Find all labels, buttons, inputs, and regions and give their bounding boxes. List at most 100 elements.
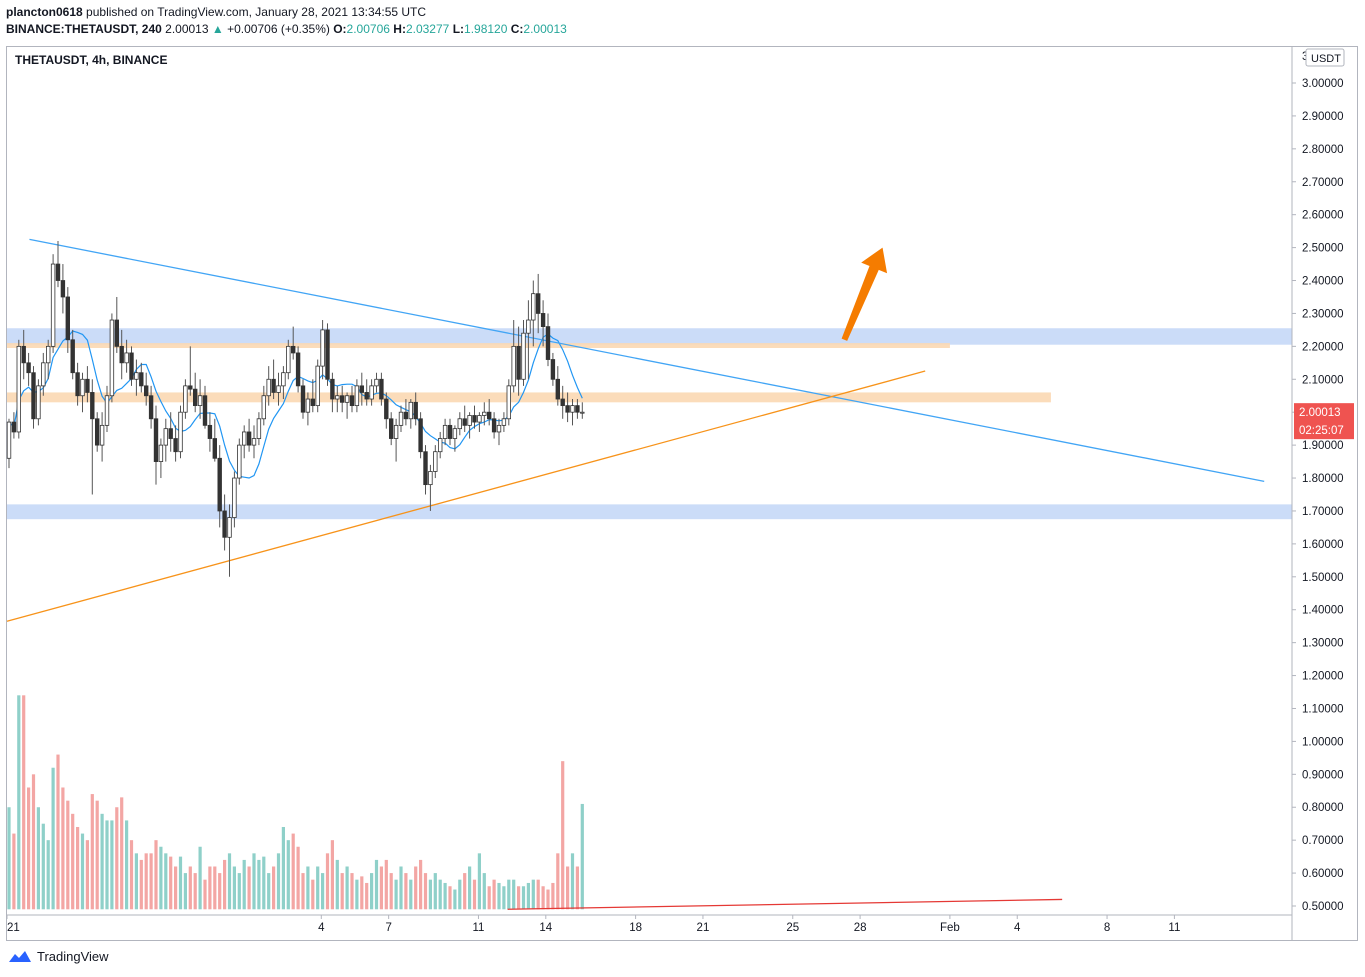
candle-body: [178, 411, 183, 453]
volume-bar: [399, 866, 403, 910]
candle-body: [442, 424, 448, 439]
candle-body: [158, 444, 164, 462]
volume-bar: [237, 873, 241, 910]
last-price: 2.00013: [165, 22, 209, 36]
candle-body: [452, 428, 458, 439]
last-price-label: 2.00013: [1299, 407, 1341, 419]
zone-resistance-blue: [7, 328, 1292, 345]
price-tick-label: 2.20000: [1302, 341, 1344, 353]
candle-body: [26, 362, 31, 374]
chart-frame: [6, 46, 1358, 941]
countdown-label: 02:25:07: [1299, 425, 1344, 437]
volume-bar: [360, 876, 364, 910]
candle-body: [261, 395, 266, 420]
volume-bar: [423, 873, 428, 910]
volume-bar: [105, 820, 109, 910]
volume-bar: [570, 853, 575, 910]
candle-body: [339, 395, 345, 403]
volume-bar: [482, 873, 486, 910]
candle-body: [119, 345, 124, 364]
candle-body: [467, 415, 472, 426]
zone-support-blue: [7, 504, 1292, 520]
candle-body: [16, 345, 21, 433]
candle-body: [75, 372, 80, 397]
candle-body: [496, 424, 502, 433]
candle-body: [491, 418, 497, 433]
volume-bar: [252, 853, 256, 910]
candle-body: [65, 296, 70, 341]
volume-bar: [414, 866, 418, 910]
candle-body: [477, 415, 482, 423]
candle-body: [21, 345, 26, 364]
candle-body: [369, 385, 374, 400]
price-tick-label: 2.70000: [1302, 177, 1344, 189]
candle-body: [428, 471, 433, 486]
candle-body: [545, 326, 551, 360]
price-tick-label: 1.20000: [1302, 671, 1344, 683]
price-tick-label: 0.80000: [1302, 802, 1344, 814]
volume-bar: [129, 840, 134, 910]
candle-body: [227, 517, 232, 538]
volume-bar: [419, 859, 423, 910]
candle-body: [570, 405, 575, 413]
candle-body: [472, 415, 477, 423]
volume-bar: [85, 840, 89, 910]
tradingview-logo[interactable]: TradingView: [8, 949, 109, 964]
author-name[interactable]: plancton0618: [6, 5, 83, 19]
volume-bar: [575, 866, 579, 910]
candle-body: [11, 421, 17, 433]
candle-body: [109, 319, 115, 397]
volume-bar: [394, 879, 398, 910]
volume-bar: [374, 859, 379, 910]
volume-bar: [492, 879, 496, 910]
volume-bar: [502, 886, 506, 910]
volume-bar: [350, 873, 354, 910]
candle-body: [50, 263, 56, 347]
candle-body: [580, 411, 585, 414]
candle-body: [251, 438, 257, 446]
volume-bar: [276, 853, 281, 910]
candle-body: [423, 451, 428, 486]
volume-bar: [66, 800, 70, 910]
candle-body: [516, 345, 521, 380]
volume-bar: [51, 767, 55, 910]
volume-bar: [580, 803, 584, 910]
volume-bar: [139, 859, 143, 910]
candle-body: [565, 405, 570, 413]
candle-body: [217, 457, 222, 512]
candle-body: [555, 378, 560, 400]
volume-bar: [183, 873, 187, 910]
publish-line: plancton0618 published on TradingView.co…: [6, 5, 426, 19]
price-tick-label: 2.50000: [1302, 243, 1344, 255]
candle-body: [192, 388, 198, 407]
candle-body: [536, 293, 541, 314]
trendline-ascending: [6, 370, 926, 622]
volume-bar: [223, 859, 227, 910]
candle-body: [99, 424, 105, 446]
candle-body: [232, 477, 237, 518]
volume-bar: [178, 856, 183, 910]
candle-body: [575, 405, 580, 413]
candle-body: [6, 421, 12, 459]
high-label: H:: [393, 22, 406, 36]
volume-bar: [41, 823, 45, 910]
candle-body: [60, 280, 66, 298]
volume-bar: [389, 873, 393, 910]
volume-bar: [472, 879, 477, 910]
volume-bar: [306, 866, 310, 910]
candle-body: [95, 418, 100, 446]
volume-bar: [556, 853, 560, 910]
candle-body: [31, 372, 36, 420]
volume-bar: [22, 695, 26, 910]
candle-body: [374, 378, 379, 387]
open-value: 2.00706: [346, 22, 390, 36]
volume-bar: [404, 873, 408, 910]
candle-body: [139, 372, 144, 387]
candle-body: [418, 418, 423, 453]
volume-trendline: [507, 898, 1063, 910]
candle-body: [124, 352, 129, 364]
candle-body: [359, 385, 364, 393]
volume-bar: [531, 879, 535, 910]
candle-body: [153, 418, 159, 462]
